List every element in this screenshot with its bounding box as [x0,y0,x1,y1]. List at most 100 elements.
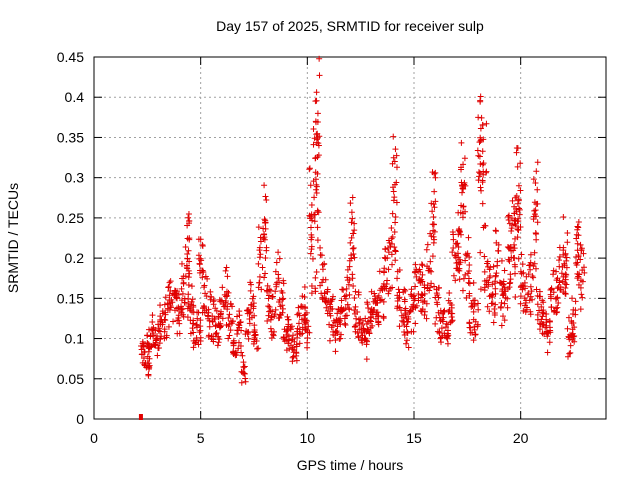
data-point [396,266,403,273]
data-point [297,331,304,338]
data-point [418,261,425,268]
data-point [413,273,420,280]
data-point [314,134,321,141]
data-point [517,160,524,167]
data-point [429,169,436,176]
data-point [324,288,331,295]
data-point [352,303,359,310]
data-point [251,338,258,345]
data-point [189,320,196,327]
data-point [329,305,336,312]
data-point [564,325,571,332]
data-point [456,267,463,274]
data-point [484,303,491,310]
data-point [161,326,168,333]
data-point [185,214,192,221]
data-point [391,229,398,236]
data-point [389,261,396,268]
data-point [492,285,499,292]
data-point [384,244,391,251]
data-point [149,319,156,326]
data-point [515,182,522,189]
data-point [533,286,540,293]
data-point [564,229,571,236]
data-point [343,285,350,292]
data-point [529,273,536,280]
data-point [470,279,477,286]
data-point [224,273,231,280]
data-point [319,266,326,273]
data-point [554,294,561,301]
data-point [580,264,587,271]
data-point [257,251,264,258]
data-point [450,245,457,252]
data-point [142,360,149,367]
data-point [316,55,323,62]
data-point [167,300,174,307]
data-point [369,322,376,329]
data-point [151,342,158,349]
data-point [350,282,357,289]
data-point [326,337,333,344]
data-point [296,340,303,347]
data-point [226,321,233,328]
y-tick-label: 0.15 [57,290,84,306]
data-point [500,313,506,320]
data-point [502,294,509,301]
y-tick-label: 0.45 [57,49,84,65]
data-point [261,216,268,223]
data-point [557,284,564,291]
data-point [514,226,521,233]
data-point [513,222,520,229]
data-point [441,307,448,314]
data-point [527,311,534,318]
data-point [256,273,263,280]
data-point [418,276,425,283]
data-point [293,350,300,357]
data-point [547,327,554,334]
data-point [460,161,467,168]
data-point [565,314,572,321]
data-point [165,283,172,290]
data-point [455,244,462,251]
data-point [508,225,515,232]
data-point [424,241,431,248]
data-point [484,258,491,265]
data-point [456,276,463,283]
data-point [155,345,162,352]
data-point [572,298,579,305]
data-point [491,312,498,319]
data-point [225,335,232,342]
data-point [170,318,177,325]
data-point [360,317,367,324]
data-point [402,310,409,317]
data-point [314,153,321,160]
data-point [557,286,564,293]
data-point [308,234,315,241]
data-point [188,298,195,305]
data-point [516,205,523,212]
data-point [273,259,280,266]
data-point [531,207,538,214]
data-point [445,297,452,304]
data-point [145,363,152,370]
data-point [475,114,482,121]
data-point [251,312,258,319]
data-point [185,281,192,288]
data-point [578,291,585,298]
data-point [465,279,472,286]
data-point [577,256,584,263]
data-point [329,293,336,300]
data-point [499,292,506,299]
data-point [511,210,518,217]
data-point [213,330,220,337]
data-point [521,295,528,302]
data-point [364,299,371,306]
data-point [428,280,435,287]
data-point [390,188,397,195]
data-point [266,304,273,311]
data-point [433,286,440,293]
data-point [275,271,282,278]
data-point [256,244,263,251]
data-point [457,231,464,238]
